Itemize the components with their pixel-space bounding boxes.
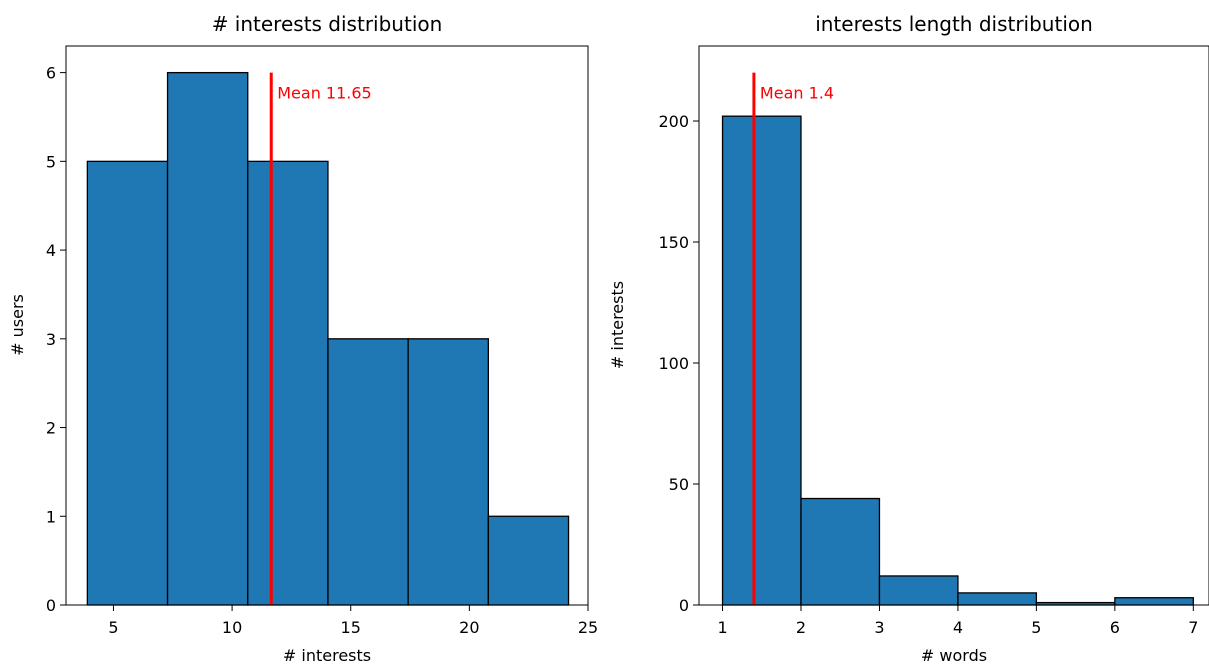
x-tick-label: 5: [108, 618, 118, 637]
x-tick-label: 1: [717, 618, 727, 637]
y-tick-label: 1: [46, 507, 56, 526]
y-tick-label: 150: [658, 233, 689, 252]
mean-label: Mean 1.4: [760, 84, 834, 103]
x-tick-label: 3: [874, 618, 884, 637]
y-tick-label: 0: [679, 596, 689, 615]
plot-frame: [65, 45, 589, 606]
histogram-bar: [800, 497, 881, 606]
y-tick-label: 6: [46, 64, 56, 83]
histogram-bar: [166, 71, 249, 606]
interests-distribution-histogram: # interests distribution Mean 11.65 5 10 1…: [8, 12, 598, 665]
mean-line-group: Mean 11.65: [269, 72, 372, 605]
bars-group: [86, 71, 570, 606]
chart-title: interests length distribution: [815, 12, 1093, 36]
histogram-bar: [957, 592, 1038, 606]
x-tick-label: 20: [459, 618, 479, 637]
y-tick-label: 5: [46, 152, 56, 171]
y-tick-label: 100: [658, 354, 689, 373]
y-axis-ticks: 0 1 2 3 4 5 6: [46, 64, 66, 615]
chart-title: # interests distribution: [212, 12, 443, 36]
histogram-bar: [86, 160, 169, 606]
y-tick-label: 3: [46, 330, 56, 349]
x-tick-label: 5: [1031, 618, 1041, 637]
y-axis-ticks: 0 50 100 150 200: [658, 112, 699, 615]
histogram-bar: [407, 338, 489, 606]
x-tick-label: 2: [796, 618, 806, 637]
histogram-bar: [878, 575, 959, 606]
x-axis-label: # interests: [283, 646, 371, 665]
bars-group: [721, 115, 1194, 606]
y-axis-label: # users: [8, 294, 27, 356]
y-tick-label: 4: [46, 241, 56, 260]
plot-frame: [698, 45, 1209, 606]
x-axis-ticks: 1 2 3 4 5 6 7: [717, 605, 1198, 637]
x-tick-label: 7: [1188, 618, 1198, 637]
y-tick-label: 2: [46, 419, 56, 438]
interests-length-histogram: interests length distribution Mean 1.4 1…: [608, 12, 1209, 665]
y-axis-label: # interests: [608, 281, 627, 369]
histogram-bar: [1114, 597, 1194, 606]
histogram-bar: [247, 160, 329, 606]
x-axis-label: # words: [921, 646, 987, 665]
x-axis-ticks: 5 10 15 20 25: [108, 605, 598, 637]
mean-line-group: Mean 1.4: [752, 72, 834, 605]
x-tick-label: 6: [1110, 618, 1120, 637]
histogram-bar: [327, 338, 409, 606]
x-tick-label: 10: [222, 618, 242, 637]
histogram-bar: [721, 115, 802, 606]
x-tick-label: 15: [341, 618, 361, 637]
y-tick-label: 0: [46, 596, 56, 615]
x-tick-label: 4: [953, 618, 963, 637]
histogram-bar: [487, 515, 570, 606]
x-tick-label: 25: [578, 618, 598, 637]
y-tick-label: 200: [658, 112, 689, 131]
y-tick-label: 50: [669, 475, 689, 494]
mean-label: Mean 11.65: [277, 84, 371, 103]
